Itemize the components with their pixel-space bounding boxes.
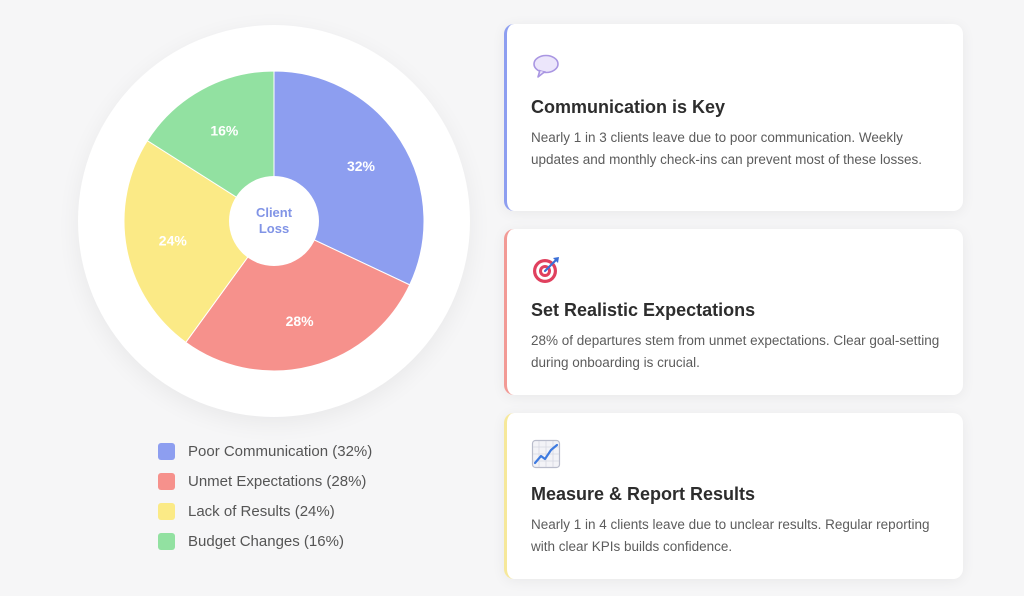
legend-swatch	[158, 502, 175, 520]
legend-label: Unmet Expectations (28%)	[188, 472, 367, 490]
legend-item: Budget Changes (16%)	[158, 526, 372, 556]
slice-label: 28%	[286, 313, 315, 329]
card-title: Measure & Report Results	[531, 484, 756, 504]
insight-card-communication: Communication is Key Nearly 1 in 3 clien…	[504, 24, 963, 211]
chart-center-label: Client	[256, 205, 293, 220]
card-text: Nearly 1 in 4 clients leave due to uncle…	[531, 517, 930, 554]
legend-item: Unmet Expectations (28%)	[158, 466, 372, 496]
card-text: Nearly 1 in 3 clients leave due to poor …	[531, 130, 922, 167]
chart-center-label: Loss	[259, 221, 289, 236]
card-text: 28% of departures stem from unmet expect…	[531, 333, 940, 370]
legend-item: Lack of Results (24%)	[158, 496, 372, 526]
legend-swatch	[158, 442, 175, 460]
insight-card-results: Measure & Report Results Nearly 1 in 4 c…	[504, 413, 963, 579]
pie-slice-unmet-expectations	[185, 220, 411, 372]
pie-center-hole	[229, 176, 319, 266]
pie-chart-panel: 32% 28% 24% 16% Client Loss	[78, 25, 470, 417]
pie-slice-lack-of-results	[123, 139, 275, 344]
insight-card-expectations: Set Realistic Expectations 28% of depart…	[504, 229, 963, 395]
card-title: Communication is Key	[531, 97, 726, 117]
pie-slice-budget-changes	[146, 70, 275, 222]
legend-swatch	[158, 472, 175, 490]
chart-legend: Poor Communication (32%) Unmet Expectati…	[158, 436, 372, 556]
chart-increasing-icon	[531, 439, 561, 469]
slice-label: 32%	[347, 158, 376, 174]
legend-label: Budget Changes (16%)	[188, 532, 344, 550]
target-icon	[531, 255, 561, 285]
legend-label: Lack of Results (24%)	[188, 502, 335, 520]
legend-item: Poor Communication (32%)	[158, 436, 372, 466]
slice-label: 24%	[159, 232, 188, 248]
legend-label: Poor Communication (32%)	[188, 442, 373, 460]
slice-label: 16%	[210, 123, 239, 139]
card-title: Set Realistic Expectations	[531, 300, 756, 320]
speech-bubble-icon	[531, 52, 561, 82]
legend-swatch	[158, 532, 175, 550]
